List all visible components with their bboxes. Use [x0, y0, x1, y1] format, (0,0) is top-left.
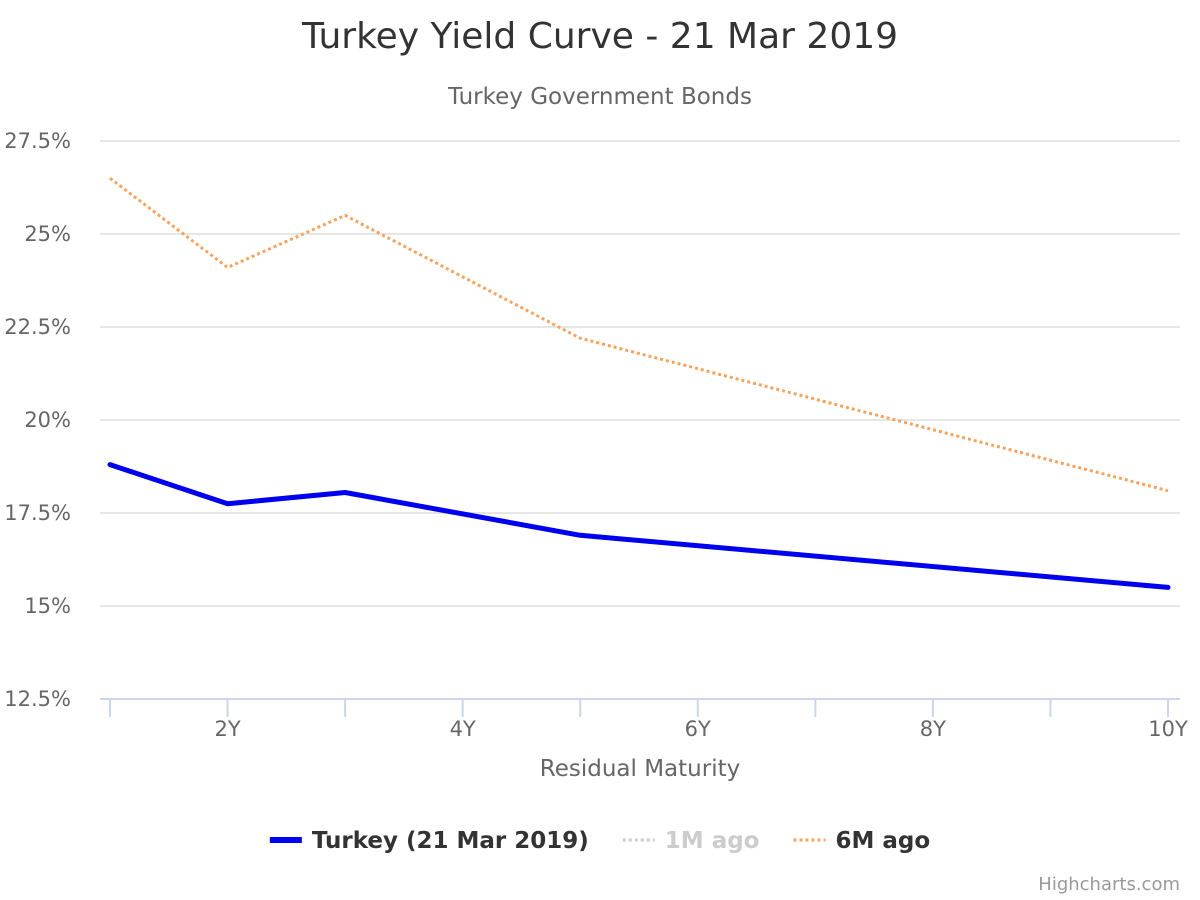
x-axis [100, 698, 1180, 717]
chart-title: Turkey Yield Curve - 21 Mar 2019 [301, 16, 898, 57]
y-tick-label: 22.5% [4, 315, 71, 339]
y-tick-label: 15% [24, 594, 71, 618]
y-tick-label: 17.5% [4, 501, 71, 525]
legend-label: 6M ago [835, 828, 930, 854]
series-line-0[interactable] [107, 462, 1171, 590]
y-axis-labels: 12.5% 15% 17.5% 20% 22.5% 25% 27.5% [4, 129, 71, 711]
y-tick-label: 20% [24, 408, 71, 432]
y-tick-label: 27.5% [4, 129, 71, 153]
legend-item-0[interactable]: Turkey (21 Mar 2019) [269, 828, 589, 854]
legend: Turkey (21 Mar 2019) 1M ago 6M ago [269, 828, 930, 854]
y-grid [100, 140, 1180, 607]
legend-item-1[interactable]: 1M ago [622, 828, 760, 854]
credits-link[interactable]: Highcharts.com [1038, 874, 1180, 895]
legend-item-2[interactable]: 6M ago [793, 828, 930, 854]
legend-label: Turkey (21 Mar 2019) [312, 828, 589, 854]
x-tick-label: 10Y [1148, 717, 1188, 741]
x-axis-labels: 2Y 4Y 6Y 8Y 10Y [214, 717, 1187, 741]
y-tick-label: 25% [24, 222, 71, 246]
chart-subtitle: Turkey Government Bonds [447, 84, 752, 110]
x-tick-label: 8Y [920, 717, 946, 741]
x-tick-label: 4Y [450, 717, 476, 741]
x-tick-label: 2Y [214, 717, 240, 741]
series-lines [107, 177, 1171, 590]
y-tick-label: 12.5% [4, 687, 71, 711]
legend-label: 1M ago [665, 828, 760, 854]
x-tick-label: 6Y [685, 717, 711, 741]
series-line-2[interactable] [109, 177, 1169, 493]
x-axis-title: Residual Maturity [540, 756, 740, 782]
